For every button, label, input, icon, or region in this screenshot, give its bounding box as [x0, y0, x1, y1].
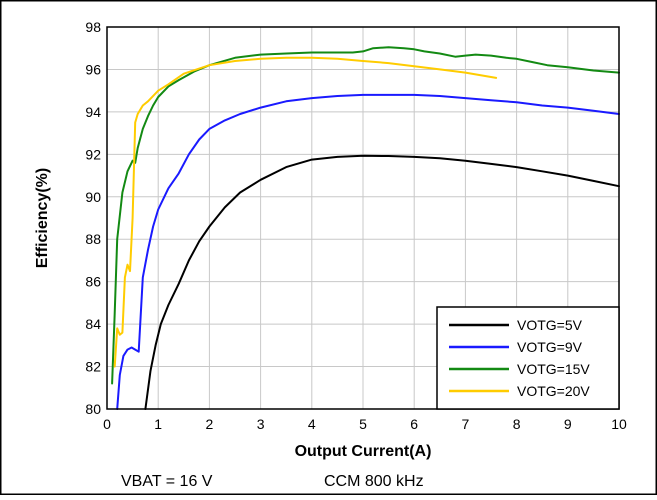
- x-tick-label: 3: [257, 416, 265, 432]
- y-tick-label: 98: [85, 19, 101, 35]
- caption-vbat: VBAT = 16 V: [121, 473, 213, 490]
- y-tick-label: 82: [85, 359, 101, 375]
- series-line-1: [144, 154, 620, 410]
- y-tick-label: 88: [85, 231, 101, 247]
- y-tick-label: 94: [85, 104, 101, 120]
- y-tick-label: 86: [85, 274, 101, 290]
- x-tick-label: 0: [103, 416, 111, 432]
- legend-label: VOTG=5V: [517, 317, 583, 333]
- series-line-2: [116, 93, 620, 410]
- ticks: 0 1 2 3 4 5 6 7 8 9 10 80 82 84 86 88 90 92 94 96 98: [85, 19, 627, 432]
- y-tick-label: 84: [85, 316, 101, 332]
- legend-label: VOTG=9V: [517, 339, 583, 355]
- x-axis-label: Output Current(A): [295, 443, 432, 460]
- y-axis-label: Efficiency(%): [34, 168, 51, 268]
- x-tick-label: 6: [410, 416, 418, 432]
- y-tick-label: 90: [85, 189, 101, 205]
- x-tick-label: 1: [154, 416, 162, 432]
- x-tick-label: 2: [206, 416, 214, 432]
- y-tick-label: 92: [85, 146, 101, 162]
- series-lines: [111, 46, 620, 410]
- series-line-4: [113, 56, 498, 368]
- caption-mode: CCM 800 kHz: [324, 473, 424, 490]
- x-tick-label: 4: [308, 416, 316, 432]
- legend-label: VOTG=20V: [517, 383, 590, 399]
- legend: VOTG=5V VOTG=9V VOTG=15V VOTG=20V: [436, 306, 620, 410]
- legend-label: VOTG=15V: [517, 361, 590, 377]
- plot-frame: [106, 26, 620, 410]
- x-tick-label: 5: [359, 416, 367, 432]
- y-tick-label: 96: [85, 61, 101, 77]
- y-tick-label: 80: [85, 401, 101, 417]
- x-tick-label: 7: [462, 416, 470, 432]
- x-tick-label: 8: [513, 416, 521, 432]
- x-tick-label: 9: [564, 416, 572, 432]
- series-line-3: [111, 46, 620, 385]
- x-tick-label: 10: [611, 416, 627, 432]
